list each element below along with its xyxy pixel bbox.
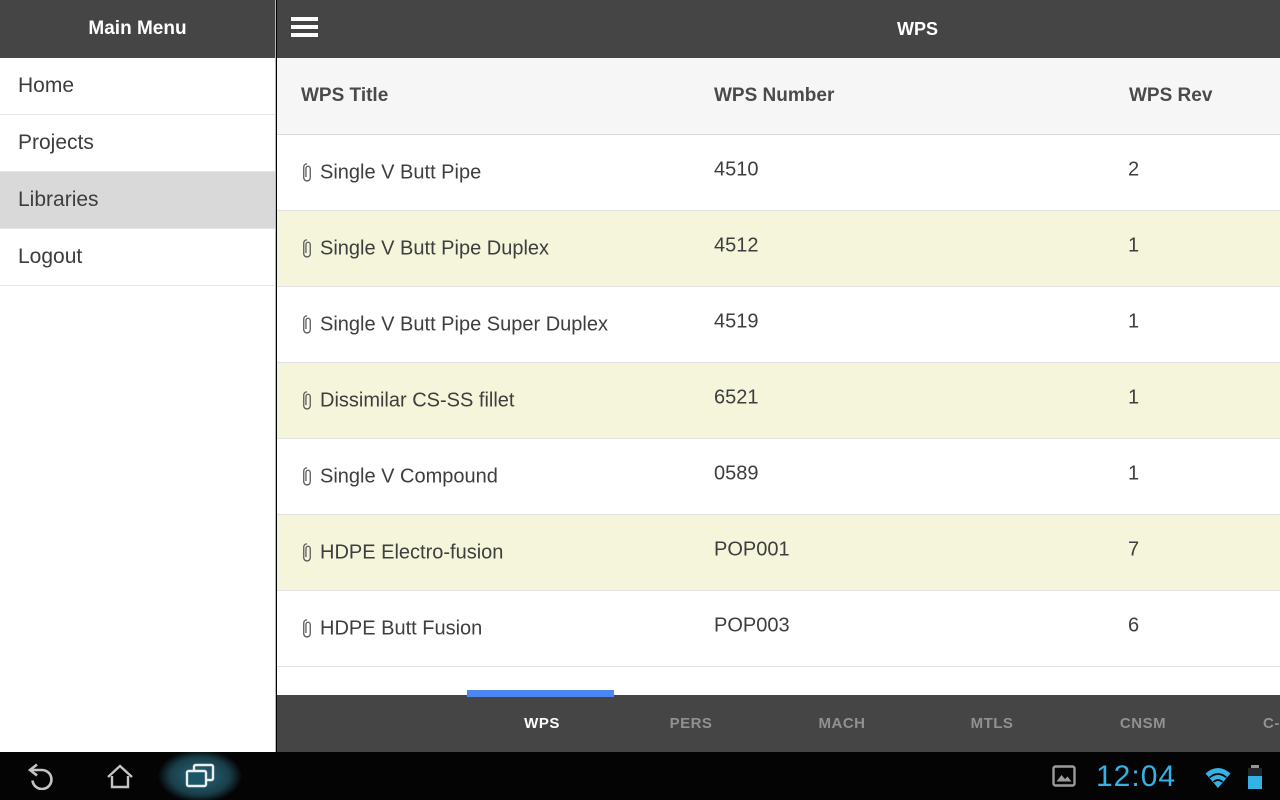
- battery-icon: [1248, 765, 1262, 789]
- wifi-icon: [1204, 766, 1232, 794]
- wps-number-cell: 4519: [714, 310, 759, 333]
- wps-number-cell: POP001: [714, 538, 790, 561]
- tab-cnsm[interactable]: CNSM: [1119, 715, 1167, 732]
- table-row[interactable]: HDPE Butt Fusion POP003 6: [277, 591, 1280, 667]
- sidebar-item-projects[interactable]: Projects: [0, 115, 275, 172]
- attachment-icon: [303, 238, 311, 258]
- table-row[interactable]: HDPE Electro-fusion POP001 7: [277, 515, 1280, 591]
- wps-title-cell: Single V Butt Pipe Duplex: [301, 237, 549, 260]
- sidebar: Main Menu Home Projects Libraries Logout: [0, 0, 276, 752]
- wps-number-cell: POP003: [714, 614, 790, 637]
- main-content: WPS WPS Title WPS Number WPS Rev Single …: [277, 0, 1280, 752]
- app-topbar: WPS: [277, 0, 1280, 58]
- wps-rev-cell: 1: [1128, 386, 1140, 409]
- attachment-icon: [303, 390, 311, 410]
- sidebar-item-label: Projects: [18, 131, 94, 154]
- sidebar-item-libraries[interactable]: Libraries: [0, 172, 275, 229]
- wps-number-cell: 0589: [714, 462, 759, 485]
- wps-title-cell: HDPE Butt Fusion: [301, 617, 482, 640]
- table-row[interactable]: Single V Butt Pipe 4510 2: [277, 135, 1280, 211]
- recents-icon: [185, 763, 215, 788]
- wps-number-cell: 4510: [714, 158, 759, 181]
- status-clock: 12:04: [1096, 760, 1177, 793]
- wps-title-cell: HDPE Electro-fusion: [301, 541, 503, 564]
- active-tab-indicator: [467, 690, 614, 697]
- wps-number-cell: 6521: [714, 386, 759, 409]
- sidebar-item-label: Home: [18, 74, 75, 97]
- sidebar-item-label: Logout: [18, 245, 83, 268]
- screenshot-notification-icon: [1052, 765, 1076, 787]
- table-row[interactable]: Single V Butt Pipe Duplex 4512 1: [277, 211, 1280, 287]
- wps-title-cell: Single V Compound: [301, 465, 498, 488]
- table-row[interactable]: Single V Compound 0589 1: [277, 439, 1280, 515]
- sidebar-item-label: Libraries: [18, 188, 99, 211]
- tab-pers[interactable]: PERS: [669, 715, 713, 732]
- column-header-wps-number: WPS Number: [714, 85, 835, 106]
- menu-icon[interactable]: [291, 17, 318, 40]
- column-header-wps-rev: WPS Rev: [1129, 85, 1213, 106]
- wps-rev-cell: 6: [1128, 614, 1140, 637]
- back-icon: [27, 763, 53, 790]
- recents-button[interactable]: [172, 752, 228, 800]
- table-row[interactable]: Dissimilar CS-SS fillet 6521 1: [277, 363, 1280, 439]
- home-button[interactable]: [92, 752, 148, 800]
- column-header-wps-title: WPS Title: [301, 85, 389, 106]
- back-button[interactable]: [12, 752, 68, 800]
- table-row-partial: [277, 667, 1280, 695]
- wps-rev-cell: 1: [1128, 462, 1140, 485]
- attachment-icon: [303, 618, 311, 638]
- attachment-icon: [303, 466, 311, 486]
- wps-rev-cell: 2: [1128, 158, 1140, 181]
- tab-wps[interactable]: WPS: [524, 715, 560, 732]
- wps-title-cell: Dissimilar CS-SS fillet: [301, 389, 514, 412]
- wps-title-cell: Single V Butt Pipe Super Duplex: [301, 313, 608, 336]
- bottom-tab-bar: [277, 695, 1280, 752]
- page-title: WPS: [897, 19, 939, 39]
- attachment-icon: [303, 542, 311, 562]
- table-header: WPS Title WPS Number WPS Rev: [277, 58, 1280, 135]
- tab-mtls[interactable]: MTLS: [970, 715, 1014, 732]
- wps-rev-cell: 7: [1128, 538, 1140, 561]
- sidebar-title: Main Menu: [0, 0, 275, 58]
- wps-number-cell: 4512: [714, 234, 759, 257]
- tab-mach[interactable]: MACH: [818, 715, 866, 732]
- home-icon: [107, 764, 133, 789]
- wps-rev-cell: 1: [1128, 310, 1140, 333]
- sidebar-item-home[interactable]: Home: [0, 58, 275, 115]
- wps-title-cell: Single V Butt Pipe: [301, 161, 481, 184]
- table-row[interactable]: Single V Butt Pipe Super Duplex 4519 1: [277, 287, 1280, 363]
- wps-rev-cell: 1: [1128, 234, 1140, 257]
- attachment-icon: [303, 162, 311, 182]
- attachment-icon: [303, 314, 311, 334]
- tab-c[interactable]: C-: [1263, 715, 1280, 732]
- sidebar-item-logout[interactable]: Logout: [0, 229, 275, 286]
- system-navigation-bar: 12:04: [0, 752, 1280, 800]
